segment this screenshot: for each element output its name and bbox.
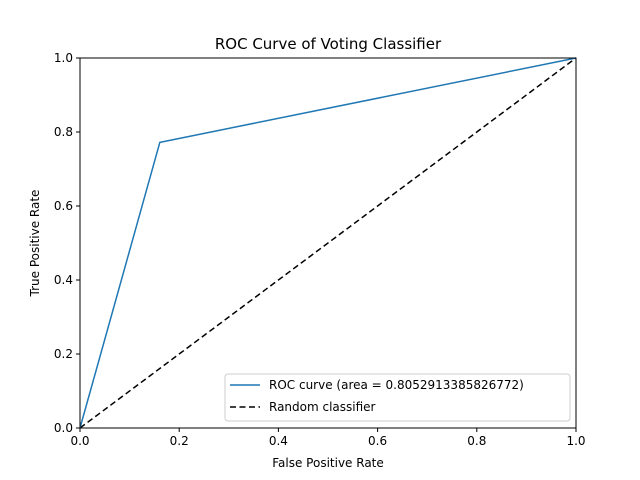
series-layer	[79, 57, 577, 429]
x-tick-label: 0.2	[170, 434, 189, 448]
legend-box	[224, 373, 571, 422]
y-tick-label: 1.0	[54, 51, 73, 65]
x-tick-label: 1.0	[566, 434, 585, 448]
legend: ROC curve (area = 0.8052913385826772) Ra…	[224, 373, 571, 422]
x-tick-label: 0.4	[269, 434, 288, 448]
x-tick-label: 0.0	[70, 434, 89, 448]
x-tick-label: 0.6	[368, 434, 387, 448]
y-tick-label: 0.8	[54, 125, 73, 139]
x-axis-label: False Positive Rate	[272, 456, 384, 470]
random-classifier-line	[79, 57, 577, 429]
legend-label-random-classifier: Random classifier	[269, 400, 376, 414]
y-tick-label: 0.0	[54, 421, 73, 435]
plot-frame	[79, 57, 577, 429]
y-tick-label: 0.4	[54, 273, 73, 287]
x-axis-ticks: 0.0 0.2 0.4 0.6 0.8 1.0	[70, 428, 586, 448]
legend-label-roc-curve: ROC curve (area = 0.8052913385826772)	[269, 378, 524, 392]
roc-curve-line	[79, 57, 577, 429]
y-axis-label: True Positive Rate	[28, 190, 42, 298]
y-axis-ticks: 0.0 0.2 0.4 0.6 0.8 1.0	[54, 51, 80, 435]
y-tick-label: 0.2	[54, 347, 73, 361]
x-tick-label: 0.8	[467, 434, 486, 448]
chart-title: ROC Curve of Voting Classifier	[215, 35, 442, 53]
y-tick-label: 0.6	[54, 199, 73, 213]
